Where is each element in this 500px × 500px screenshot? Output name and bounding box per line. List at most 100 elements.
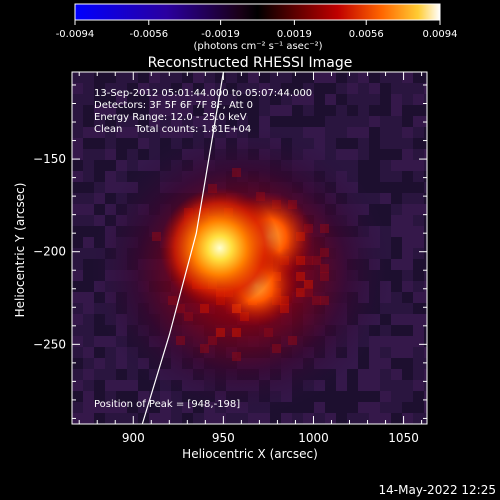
texture-cell bbox=[336, 94, 347, 105]
texture-cell bbox=[160, 402, 171, 413]
texture-cell bbox=[72, 237, 83, 248]
texture-cell bbox=[72, 127, 83, 138]
texture-cell bbox=[116, 171, 127, 182]
texture-cell bbox=[193, 72, 204, 83]
texture-cell bbox=[424, 72, 427, 83]
texture-cell bbox=[160, 116, 171, 127]
texture-cell bbox=[347, 127, 358, 138]
texture-cell bbox=[380, 116, 391, 127]
texture-cell bbox=[380, 369, 391, 380]
texture-cell bbox=[358, 380, 369, 391]
texture-cell bbox=[149, 72, 160, 83]
texture-cell bbox=[182, 72, 193, 83]
texture-cell bbox=[105, 193, 116, 204]
texture-cell bbox=[72, 314, 83, 325]
texture-cell bbox=[83, 369, 94, 380]
chart-title: Reconstructed RHESSI Image bbox=[148, 55, 353, 71]
texture-cell bbox=[105, 182, 116, 193]
texture-cell bbox=[424, 358, 427, 369]
texture-cell bbox=[391, 215, 402, 226]
texture-cell bbox=[369, 402, 380, 413]
texture-cell bbox=[72, 358, 83, 369]
texture-cell bbox=[94, 182, 105, 193]
texture-cell bbox=[72, 325, 83, 336]
emission-pixel bbox=[232, 352, 241, 361]
texture-cell bbox=[391, 336, 402, 347]
texture-cell bbox=[358, 391, 369, 402]
texture-cell bbox=[226, 116, 237, 127]
texture-cell bbox=[424, 237, 427, 248]
texture-cell bbox=[380, 314, 391, 325]
texture-cell bbox=[413, 127, 424, 138]
x-tick-label: 1000 bbox=[298, 431, 329, 445]
texture-cell bbox=[116, 160, 127, 171]
texture-cell bbox=[72, 149, 83, 160]
texture-cell bbox=[72, 369, 83, 380]
texture-cell bbox=[160, 94, 171, 105]
texture-cell bbox=[94, 83, 105, 94]
texture-cell bbox=[83, 72, 94, 83]
texture-cell bbox=[413, 138, 424, 149]
texture-cell bbox=[94, 369, 105, 380]
annotation-energy-range: Energy Range: 12.0 - 25.0 keV bbox=[94, 112, 247, 123]
texture-cell bbox=[127, 116, 138, 127]
colorbar-tick-label: -0.0094 bbox=[56, 29, 95, 40]
texture-cell bbox=[369, 182, 380, 193]
texture-cell bbox=[160, 391, 171, 402]
texture-cell bbox=[413, 303, 424, 314]
texture-cell bbox=[193, 413, 204, 424]
texture-cell bbox=[413, 292, 424, 303]
texture-cell bbox=[182, 105, 193, 116]
emission-pixel bbox=[176, 304, 185, 313]
texture-cell bbox=[391, 72, 402, 83]
texture-cell bbox=[358, 94, 369, 105]
texture-cell bbox=[182, 94, 193, 105]
texture-cell bbox=[281, 105, 292, 116]
texture-cell bbox=[424, 369, 427, 380]
annotation-time-range: 13-Sep-2012 05:01:44.000 to 05:07:44.000 bbox=[94, 88, 312, 99]
texture-cell bbox=[424, 105, 427, 116]
texture-cell bbox=[424, 138, 427, 149]
texture-cell bbox=[116, 138, 127, 149]
texture-cell bbox=[83, 358, 94, 369]
colorbar-ticks: -0.0094 -0.0056 -0.0019 0.0019 0.0056 0.0094 bbox=[56, 20, 458, 40]
texture-cell bbox=[424, 182, 427, 193]
texture-cell bbox=[237, 83, 248, 94]
colorbar-gradient bbox=[74, 3, 441, 21]
texture-cell bbox=[94, 105, 105, 116]
texture-cell bbox=[171, 83, 182, 94]
texture-cell bbox=[358, 402, 369, 413]
texture-cell bbox=[402, 314, 413, 325]
texture-cell bbox=[72, 402, 83, 413]
texture-cell bbox=[160, 127, 171, 138]
texture-cell bbox=[83, 402, 94, 413]
texture-cell bbox=[391, 369, 402, 380]
texture-cell bbox=[270, 116, 281, 127]
emission-pixel bbox=[288, 336, 297, 345]
footer-timestamp: 14-May-2022 12:25 bbox=[379, 483, 496, 497]
texture-cell bbox=[358, 413, 369, 424]
texture-cell bbox=[380, 325, 391, 336]
texture-cell bbox=[402, 369, 413, 380]
solar-limb-curve bbox=[141, 72, 224, 424]
texture-cell bbox=[105, 105, 116, 116]
texture-cell bbox=[281, 413, 292, 424]
emission-pixel bbox=[200, 304, 209, 313]
texture-cell bbox=[424, 259, 427, 270]
texture-cell bbox=[325, 83, 336, 94]
texture-cell bbox=[248, 413, 259, 424]
texture-cell bbox=[369, 171, 380, 182]
texture-cell bbox=[325, 413, 336, 424]
texture-cell bbox=[347, 402, 358, 413]
texture-cell bbox=[369, 391, 380, 402]
texture-cell bbox=[127, 160, 138, 171]
texture-cell bbox=[314, 127, 325, 138]
texture-cell bbox=[226, 413, 237, 424]
texture-cell bbox=[248, 83, 259, 94]
texture-cell bbox=[72, 160, 83, 171]
texture-cell bbox=[391, 413, 402, 424]
emission-pixel bbox=[320, 264, 329, 273]
texture-cell bbox=[138, 391, 149, 402]
texture-cell bbox=[347, 94, 358, 105]
texture-cell bbox=[413, 182, 424, 193]
